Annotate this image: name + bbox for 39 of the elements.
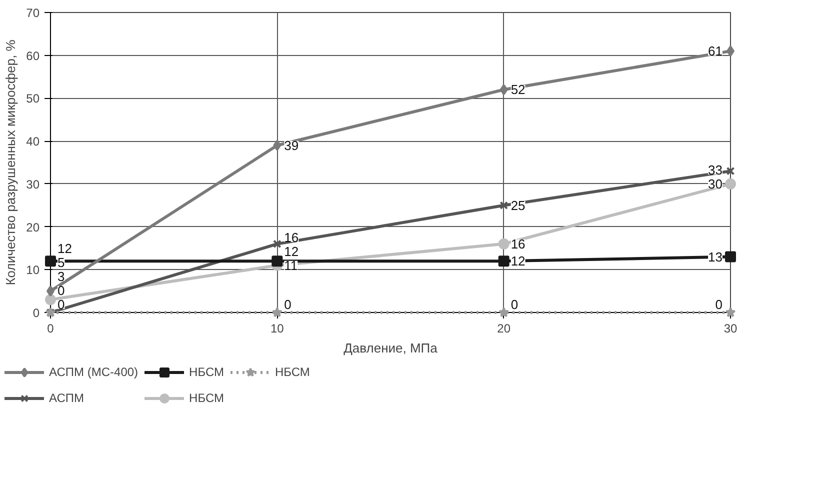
data-label: 0 (510, 297, 518, 312)
data-label: 0 (58, 283, 65, 298)
y-tick-label: 10 (26, 263, 40, 278)
y-tick-label: 0 (32, 306, 40, 320)
data-label: 0 (284, 297, 292, 312)
data-label: 12 (58, 241, 72, 256)
data-label: 33 (708, 162, 723, 178)
y-axis-title: Количество разрушенных микросфер, % (3, 39, 18, 286)
y-tick-label: 60 (26, 48, 40, 63)
legend-label: НБСМ (189, 391, 224, 405)
y-tick-label: 40 (26, 134, 40, 149)
y-tick-label: 20 (26, 220, 40, 234)
y-tick-label: 50 (26, 92, 40, 106)
legend-label: НБСМ (274, 365, 310, 379)
x-tick-label: 10 (270, 322, 284, 336)
data-label: 0 (715, 297, 723, 312)
y-tick-label: 70 (26, 6, 40, 20)
data-label: 3 (58, 269, 65, 284)
data-label: 39 (284, 138, 299, 153)
x-tick-label: 20 (497, 322, 511, 336)
data-label: 13 (708, 249, 723, 264)
y-tick-label: 30 (26, 177, 40, 192)
data-label: 16 (284, 230, 299, 245)
data-label: 61 (708, 44, 723, 59)
legend-label: АСПМ (49, 391, 84, 405)
x-tick-label: 30 (724, 322, 738, 336)
data-label: 25 (510, 198, 526, 213)
data-label: 16 (510, 236, 526, 252)
data-label: 11 (284, 258, 298, 273)
data-label: 5 (58, 255, 65, 270)
x-axis-title: Давление, МПа (344, 340, 438, 356)
legend-label: НБСМ (189, 365, 224, 379)
data-label: 52 (510, 82, 526, 98)
data-label: 12 (510, 254, 526, 269)
legend-label: АСПМ (МС-400) (49, 365, 138, 379)
data-label: 12 (284, 244, 299, 259)
data-label: 30 (708, 176, 723, 192)
data-label: 0 (58, 297, 65, 312)
x-tick-label: 0 (47, 322, 54, 336)
